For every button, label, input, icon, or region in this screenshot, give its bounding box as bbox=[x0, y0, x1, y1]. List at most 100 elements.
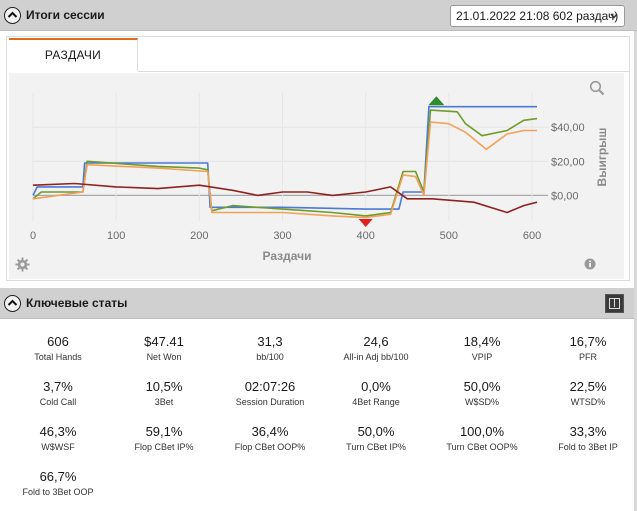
session-header: Итоги сессии 21.01.2022 21:08 602 раздач… bbox=[0, 0, 637, 31]
stat-value: 02:07:26 bbox=[244, 379, 296, 394]
stat-value: 31,3 bbox=[257, 334, 283, 349]
max-marker bbox=[428, 96, 445, 106]
stat-label: All-in Adj bb/100 bbox=[343, 352, 409, 362]
chevron-down-icon bbox=[610, 13, 618, 19]
series-line-3 bbox=[32, 182, 538, 214]
layout-toggle-button[interactable] bbox=[605, 294, 624, 313]
stat-value: 10,5% bbox=[145, 379, 183, 394]
x-tick-label: 600 bbox=[523, 230, 541, 242]
stat-item: 36,4% Flop CBet OOP% bbox=[217, 424, 323, 452]
y-tick-labels: $0,00 $20,00 $40,00 bbox=[551, 122, 585, 202]
stat-item: 606 Total Hands bbox=[5, 334, 111, 362]
stat-label: bb/100 bbox=[256, 352, 284, 362]
stat-label: Cold Call bbox=[39, 397, 77, 407]
stat-item: 50,0% Turn CBet IP% bbox=[323, 424, 429, 452]
series-line-2 bbox=[32, 121, 537, 219]
stat-value: 16,7% bbox=[569, 334, 607, 349]
stat-value: 46,3% bbox=[39, 424, 77, 439]
stat-label: Turn CBet IP% bbox=[346, 442, 406, 452]
series-line-0 bbox=[32, 105, 537, 210]
session-selector[interactable]: 21.01.2022 21:08 602 раздач) bbox=[450, 5, 625, 27]
stat-value: 3,7% bbox=[43, 379, 73, 394]
collapse-session-button[interactable] bbox=[4, 7, 21, 24]
stat-item: 31,3 bb/100 bbox=[217, 334, 323, 362]
stat-value: 100,0% bbox=[459, 424, 505, 439]
stat-label: W$SD% bbox=[464, 397, 499, 407]
session-selector-value: 21.01.2022 21:08 602 раздач) bbox=[456, 9, 619, 23]
stat-item: 33,3% Fold to 3Bet IP bbox=[535, 424, 637, 452]
stat-label: Session Duration bbox=[235, 397, 305, 407]
y-tick-label: $20,00 bbox=[551, 156, 585, 168]
stat-label: VPIP bbox=[471, 352, 493, 362]
y-tick-label: $0,00 bbox=[551, 190, 579, 202]
key-stats-grid: 606 Total Hands $47.41 Net Won 31,3 bb/100 24,… bbox=[0, 320, 637, 511]
stat-value: 50,0% bbox=[463, 379, 501, 394]
stat-value: 36,4% bbox=[251, 424, 289, 439]
stat-item: $47.41 Net Won bbox=[111, 334, 217, 362]
x-tick-label: 100 bbox=[107, 230, 125, 242]
stat-item: 22,5% WTSD% bbox=[535, 379, 637, 407]
stat-value: 18,4% bbox=[463, 334, 501, 349]
chevron-up-icon bbox=[7, 11, 18, 18]
stat-label: 3Bet bbox=[154, 397, 174, 407]
stat-label: PFR bbox=[579, 352, 597, 362]
x-tick-label: 200 bbox=[190, 230, 208, 242]
stat-label: Flop CBet IP% bbox=[134, 442, 194, 452]
stat-item: 02:07:26 Session Duration bbox=[217, 379, 323, 407]
stat-value: 66,7% bbox=[39, 469, 77, 484]
stat-value: 24,6 bbox=[363, 334, 389, 349]
x-axis-label: Раздачи bbox=[263, 249, 312, 263]
stat-label: W$WSF bbox=[41, 442, 75, 452]
stat-item: 66,7% Fold to 3Bet OOP bbox=[5, 469, 111, 497]
stat-item: 10,5% 3Bet bbox=[111, 379, 217, 407]
stat-label: Flop CBet OOP% bbox=[234, 442, 306, 452]
x-tick-label: 500 bbox=[440, 230, 458, 242]
x-tick-labels: 0 100 200 300 400 500 600 bbox=[30, 230, 541, 242]
key-stats-title: Ключевые статы bbox=[26, 296, 128, 310]
info-icon[interactable] bbox=[584, 258, 596, 270]
stat-value: 59,1% bbox=[145, 424, 183, 439]
stat-value: $47.41 bbox=[144, 334, 184, 349]
collapse-key-stats-button[interactable] bbox=[4, 295, 21, 312]
gear-icon[interactable] bbox=[15, 257, 30, 272]
y-tick-label: $40,00 bbox=[551, 122, 585, 134]
stat-item: 100,0% Turn CBet OOP% bbox=[429, 424, 535, 452]
stat-label: Fold to 3Bet OOP bbox=[22, 487, 94, 497]
x-tick-label: 400 bbox=[356, 230, 374, 242]
session-title: Итоги сессии bbox=[26, 8, 105, 22]
stat-item: 18,4% VPIP bbox=[429, 334, 535, 362]
x-tick-label: 0 bbox=[30, 230, 36, 242]
stat-item: 16,7% PFR bbox=[535, 334, 637, 362]
stat-value: 33,3% bbox=[569, 424, 607, 439]
stat-label: WTSD% bbox=[570, 397, 606, 407]
y-axis-label: Выигрыш bbox=[595, 128, 609, 187]
tab-divider bbox=[138, 71, 629, 72]
series-line-1 bbox=[32, 109, 538, 217]
stat-item: 50,0% W$SD% bbox=[429, 379, 535, 407]
window-edge bbox=[634, 31, 637, 511]
stat-label: 4Bet Range bbox=[352, 397, 400, 407]
stat-value: 50,0% bbox=[357, 424, 395, 439]
min-marker bbox=[358, 219, 373, 227]
zoom-icon[interactable] bbox=[589, 80, 605, 96]
chevron-up-icon bbox=[7, 299, 18, 306]
panel-icon bbox=[609, 298, 620, 309]
stat-item: 59,1% Flop CBet IP% bbox=[111, 424, 217, 452]
tab-hands[interactable]: РАЗДАЧИ bbox=[9, 38, 138, 71]
x-tick-label: 300 bbox=[273, 230, 291, 242]
chart-markers bbox=[358, 96, 445, 227]
key-stats-header: Ключевые статы bbox=[0, 288, 637, 319]
stat-value: 22,5% bbox=[569, 379, 607, 394]
stat-label: Net Won bbox=[146, 352, 182, 362]
stat-item: 46,3% W$WSF bbox=[5, 424, 111, 452]
chart-series bbox=[32, 105, 538, 219]
stat-value: 606 bbox=[47, 334, 69, 349]
stat-label: Fold to 3Bet IP bbox=[558, 442, 618, 452]
stat-item: 3,7% Cold Call bbox=[5, 379, 111, 407]
stat-item: 0,0% 4Bet Range bbox=[323, 379, 429, 407]
stat-label: Total Hands bbox=[34, 352, 82, 362]
stat-item: 24,6 All-in Adj bb/100 bbox=[323, 334, 429, 362]
winnings-chart: 0 100 200 300 400 500 600 $0,00 $20,00 $40,00 Ра… bbox=[30, 93, 609, 263]
stat-value: 0,0% bbox=[361, 379, 391, 394]
stat-label: Turn CBet OOP% bbox=[446, 442, 518, 452]
